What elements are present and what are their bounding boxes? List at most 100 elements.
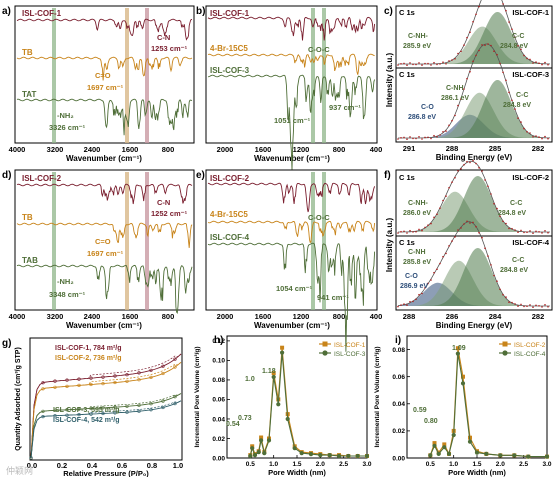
b-anno-1051: 1051 cm⁻¹ [274, 116, 311, 125]
d-tick-3: 1600 [122, 312, 139, 321]
band-1051-b [311, 8, 315, 143]
g-label-3: ISL-COF-3, 595 m²/g [53, 407, 120, 414]
c-bot-raw-point [454, 114, 456, 117]
g-point-0 [173, 357, 177, 361]
h-legend: ISL-COF-1 ISL-COF-3 [319, 341, 366, 358]
band-cn-a [145, 8, 149, 143]
d-spectrum-cof [16, 183, 193, 205]
f-bot-raw-point [397, 305, 399, 308]
c-top-raw-point [433, 61, 435, 64]
d-label-tb: TB [22, 213, 33, 222]
h-marker-1 [327, 453, 332, 458]
c-top-raw-point [403, 62, 405, 65]
f-co-bot-val: 286.9 eV [400, 283, 428, 290]
band-937-b [322, 8, 326, 143]
g-point-3 [173, 402, 177, 406]
c-bot-raw-point [475, 54, 477, 57]
c-tick-1: 288 [446, 144, 459, 153]
b-label-cof3: ISL-COF-3 [210, 66, 250, 75]
f-tick-0: 288 [403, 312, 416, 321]
f-top-raw-point [451, 181, 453, 183]
f-top-raw-point [487, 185, 489, 188]
c-bot-raw-point [406, 138, 408, 140]
panel-g: g) Quantity Adsorbed (cm³/g STP) ISL-COF… [2, 337, 183, 477]
c-top-raw-point [541, 63, 543, 66]
i-marker-1 [460, 381, 466, 386]
f-top-raw-point [457, 170, 459, 172]
f-bot-raw-point [463, 223, 465, 225]
h-marker-1 [276, 402, 281, 407]
i-marker-1 [446, 451, 452, 456]
c-top-peak-1 [398, 12, 550, 64]
f-bot-raw-point [532, 306, 534, 309]
f-top-raw-point [472, 159, 474, 162]
f-top-raw-point [421, 229, 423, 232]
e-label-cof4: ISL-COF-4 [210, 233, 250, 242]
c-top-raw-point [448, 60, 450, 62]
c-top-raw-point [451, 59, 453, 61]
f-co-bot: C-O [405, 273, 418, 280]
e-tick-4: 400 [370, 312, 383, 321]
c-top-raw-point [529, 58, 531, 61]
c-bot-raw-point [412, 137, 414, 140]
i-marker-1 [436, 451, 441, 456]
c-top-raw-point [466, 36, 468, 39]
c-top-raw-point [475, 13, 477, 16]
i-marker-0 [442, 442, 447, 447]
i-marker-1 [484, 451, 489, 456]
d-label-cof: ISL-COF-2 [22, 174, 62, 183]
f-bot-raw-point [436, 268, 438, 271]
a-anno-cn: C-N [157, 33, 170, 42]
h-marker-1 [364, 453, 370, 459]
i-ytick-label-1: 0.02 [392, 428, 405, 435]
f-xticks: 288 286 284 282 [403, 312, 545, 321]
c-cc-top-val: 284.8 eV [500, 43, 528, 50]
d-xticks: 4000 3200 2400 1600 800 [9, 312, 175, 321]
f-top-raw-point [523, 231, 525, 234]
f-bot-raw-point [535, 304, 537, 307]
f-cnh-top-val: 286.0 eV [403, 210, 431, 217]
e-label-br: 4-Br-15C5 [210, 210, 248, 219]
f-bot-raw-point [427, 282, 429, 285]
f-bot-raw-point [472, 221, 474, 224]
f-top-raw-point [469, 161, 471, 164]
h-marker-1 [346, 453, 351, 459]
a-spectrum-tat [16, 98, 193, 136]
d-anno-co-val: 1697 cm⁻¹ [87, 249, 124, 258]
c-top-raw-point [412, 63, 414, 66]
c-top-raw-point [520, 48, 522, 51]
b-tick-0: 2000 [217, 145, 234, 154]
d-anno-cn-val: 1252 cm⁻¹ [151, 209, 188, 218]
b-label-cof: ISL-COF-1 [210, 9, 250, 18]
i-xtick-label-3: 2.0 [496, 461, 505, 468]
h-marker-1 [318, 453, 323, 458]
band-nh-a [52, 8, 56, 143]
f-top-peak-1 [398, 176, 550, 232]
a-tick-1: 3200 [47, 145, 64, 154]
h-marker-1 [299, 451, 304, 456]
f-top-raw-point [427, 224, 429, 226]
i-axes: 0.5 1.0 1.5 2.0 2.5 3.0 0.00 0.02 0.04 0.06 0.08 [392, 347, 552, 468]
f-bot-raw-point [526, 305, 528, 308]
c-top-raw-point [523, 54, 525, 57]
c-bot-peak-1 [398, 92, 550, 138]
h-marker-1 [256, 450, 261, 455]
f-bot-raw-point [502, 293, 504, 296]
i-xtick-label-4: 2.5 [519, 461, 528, 468]
c-bot-raw-point [448, 124, 450, 127]
c-bot-raw-point [466, 77, 468, 80]
b-tick-3: 800 [333, 145, 346, 154]
band-co-a [125, 8, 129, 143]
e-xlabel: Wavenumber (cm⁻¹) [254, 321, 330, 330]
g-point-2 [173, 395, 177, 399]
a-anno-nh: -NH₂ [57, 111, 74, 120]
c-top-raw-point [436, 63, 438, 66]
h-ytick-label-4: 0.08 [212, 377, 225, 384]
g-desorption-3 [30, 400, 182, 459]
h-legend-label-1: ISL-COF-1 [334, 342, 366, 349]
e-anno-coc: C-O-C [308, 213, 330, 222]
c-top-raw-point [517, 45, 519, 47]
c-top-raw-point [400, 63, 402, 65]
c-bot-raw-point [436, 135, 438, 138]
i-marker-1 [526, 454, 531, 459]
